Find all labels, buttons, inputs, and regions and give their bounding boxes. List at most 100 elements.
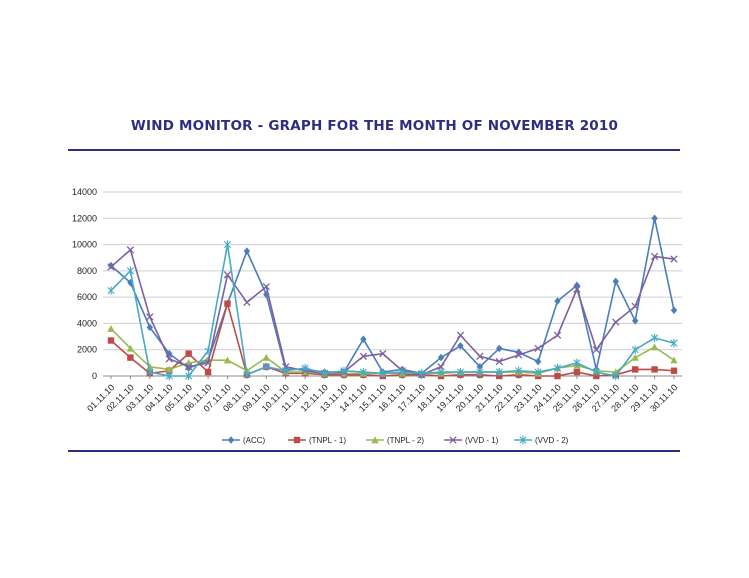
y-tick-label: 0 (92, 371, 97, 381)
data-point (573, 368, 581, 376)
data-point (127, 354, 134, 361)
data-point (262, 362, 270, 371)
legend-label: (VVD - 2) (535, 436, 569, 445)
data-point (651, 366, 658, 373)
legend-label: (TNPL - 1) (309, 436, 346, 445)
bottom-divider (68, 450, 680, 452)
data-point (476, 352, 484, 360)
legend-marker (449, 436, 457, 444)
data-point (650, 333, 659, 343)
data-point (631, 353, 639, 361)
y-tick-label: 10000 (72, 240, 97, 250)
data-point (185, 350, 192, 357)
data-point (631, 317, 639, 325)
data-point (495, 357, 503, 366)
legend-marker (227, 436, 235, 444)
data-point (437, 363, 445, 371)
data-point (650, 252, 659, 261)
data-point (165, 365, 173, 373)
data-point (515, 351, 523, 359)
data-point (670, 356, 678, 364)
data-point (418, 369, 426, 378)
data-point (126, 344, 135, 352)
data-point (243, 370, 251, 379)
data-point (204, 368, 212, 376)
data-point (243, 247, 251, 255)
data-point (515, 366, 523, 375)
legend-label: (TNPL - 2) (387, 436, 424, 445)
data-point (146, 323, 154, 332)
data-point (612, 277, 619, 286)
data-point (320, 369, 329, 378)
data-point (631, 302, 639, 311)
data-point (534, 357, 542, 366)
data-point (223, 240, 232, 249)
data-point (184, 363, 193, 371)
series-4 (107, 246, 678, 379)
legend-marker (293, 436, 301, 444)
data-point (107, 263, 115, 271)
data-point (126, 266, 135, 276)
data-point (670, 306, 678, 315)
data-point (107, 286, 115, 295)
data-point (379, 369, 387, 378)
data-point (301, 363, 309, 373)
data-point (612, 371, 620, 381)
data-point (379, 349, 387, 358)
data-point (437, 353, 445, 362)
data-point (670, 367, 678, 374)
y-tick-label: 2000 (77, 345, 97, 355)
data-point (185, 371, 193, 381)
data-point (243, 298, 251, 307)
data-point (456, 331, 465, 339)
legend-marker (371, 436, 379, 444)
legend-item: (TNPL - 2) (366, 436, 424, 445)
data-point (554, 297, 561, 305)
data-point (612, 318, 620, 326)
series-2 (107, 300, 678, 380)
data-point (534, 344, 542, 353)
data-point (146, 363, 154, 370)
data-point (165, 371, 173, 381)
series-group (107, 214, 678, 381)
data-point (262, 282, 270, 291)
data-point (437, 367, 445, 377)
legend-item: (ACC) (222, 436, 266, 445)
series-line (110, 249, 675, 376)
data-point (146, 313, 154, 321)
data-point (631, 366, 639, 373)
data-point (166, 349, 173, 358)
data-point (631, 345, 639, 354)
data-point (224, 300, 231, 307)
y-tick-label: 4000 (77, 318, 97, 328)
data-point (146, 367, 154, 377)
data-point (573, 358, 581, 368)
data-point (650, 343, 659, 351)
data-point (282, 366, 290, 375)
y-tick-label: 12000 (72, 213, 97, 223)
data-point (107, 337, 115, 344)
y-tick-label: 8000 (77, 266, 97, 276)
data-point (398, 367, 406, 377)
data-point (359, 367, 367, 377)
x-axis: 01.11.1002.11.1003.11.1004.11.1005.11.10… (85, 376, 679, 414)
data-point (360, 335, 367, 343)
series-line (110, 302, 675, 377)
data-point (495, 367, 503, 377)
y-tick-label: 14000 (72, 187, 97, 197)
data-point (476, 363, 484, 371)
data-point (553, 331, 562, 339)
series-line (110, 243, 675, 377)
legend-item: (TNPL - 1) (288, 436, 346, 445)
data-point (107, 324, 115, 332)
legend: (ACC) (TNPL - 1) (TNPL - 2) (VVD - 1) (VVD -… (222, 435, 569, 445)
data-point (204, 346, 212, 356)
legend-item: (VVD - 1) (444, 436, 499, 445)
data-point (223, 271, 232, 279)
legend-item: (VVD - 2) (514, 435, 569, 445)
data-point (476, 367, 484, 377)
data-point (553, 363, 562, 373)
data-point (670, 338, 678, 348)
data-point (592, 367, 600, 377)
